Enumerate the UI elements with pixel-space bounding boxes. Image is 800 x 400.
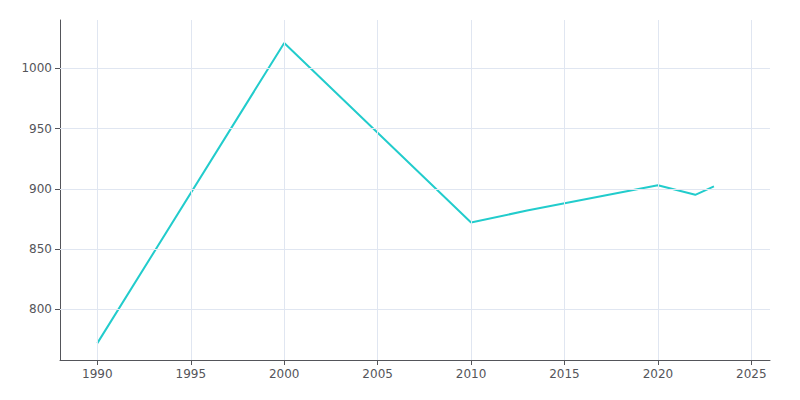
svg-text:2005: 2005 (362, 367, 393, 381)
svg-text:1000: 1000 (21, 61, 52, 75)
svg-text:1990: 1990 (82, 367, 113, 381)
svg-text:800: 800 (29, 302, 52, 316)
svg-text:2025: 2025 (736, 367, 767, 381)
svg-text:900: 900 (29, 182, 52, 196)
svg-text:950: 950 (29, 122, 52, 136)
svg-text:850: 850 (29, 242, 52, 256)
svg-text:2010: 2010 (456, 367, 487, 381)
svg-text:2020: 2020 (643, 367, 674, 381)
svg-text:2015: 2015 (549, 367, 580, 381)
svg-text:1995: 1995 (176, 367, 207, 381)
svg-text:2000: 2000 (269, 367, 300, 381)
